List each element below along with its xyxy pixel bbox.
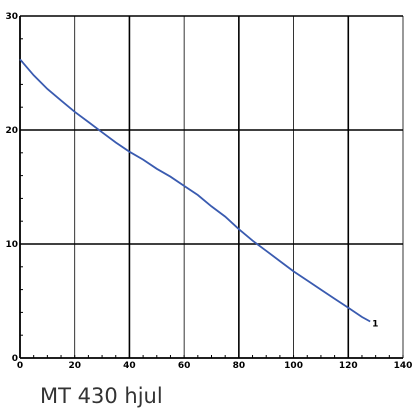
chart-caption: MT 430 hjul — [40, 384, 163, 408]
series-line — [19, 58, 371, 323]
x-tick-label: 0 — [17, 361, 23, 370]
grid — [20, 15, 404, 358]
y-tick-labels: 0 10 20 30 — [5, 12, 18, 364]
y-tick-label: 0 — [12, 354, 18, 364]
y-tick-label: 10 — [5, 240, 18, 250]
x-tick-label: 80 — [233, 361, 246, 370]
x-tick-label: 120 — [339, 361, 358, 370]
x-tick-label: 100 — [284, 361, 303, 370]
axes — [19, 15, 404, 359]
series-end-label: 1 — [372, 320, 378, 330]
y-tick-label: 30 — [5, 12, 18, 22]
y-tick-label: 20 — [5, 126, 18, 136]
x-tick-label: 40 — [123, 361, 136, 370]
x-tick-label: 60 — [178, 361, 191, 370]
x-tick-label: 140 — [394, 361, 413, 370]
x-tick-labels: 0 20 40 60 80 100 120 140 — [17, 361, 413, 370]
x-tick-label: 20 — [68, 361, 81, 370]
line-chart: 0 20 40 60 80 100 120 140 0 10 20 30 1 — [5, 12, 413, 370]
